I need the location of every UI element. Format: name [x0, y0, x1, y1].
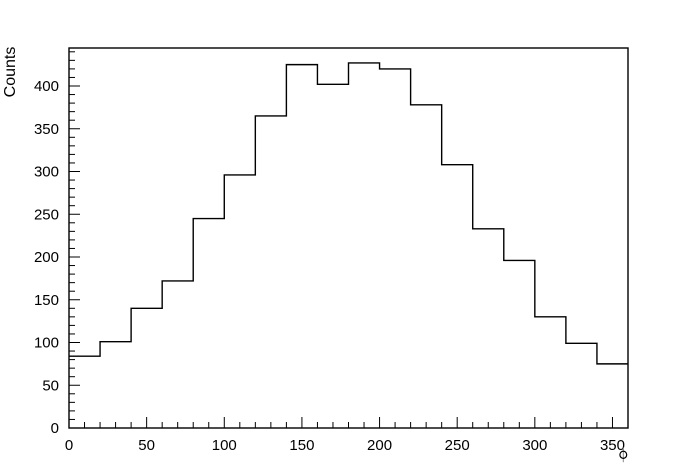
svg-text:300: 300 — [522, 437, 547, 454]
svg-text:100: 100 — [212, 437, 237, 454]
svg-text:350: 350 — [34, 121, 59, 138]
svg-text:0: 0 — [51, 420, 59, 437]
svg-text:300: 300 — [34, 164, 59, 181]
svg-text:50: 50 — [42, 377, 59, 394]
svg-text:50: 50 — [138, 437, 155, 454]
svg-text:150: 150 — [289, 437, 314, 454]
svg-text:Counts: Counts — [2, 47, 19, 98]
svg-text:200: 200 — [34, 249, 59, 266]
svg-text:250: 250 — [445, 437, 470, 454]
svg-text:100: 100 — [34, 335, 59, 352]
svg-text:400: 400 — [34, 78, 59, 95]
svg-text:250: 250 — [34, 206, 59, 223]
svg-text:150: 150 — [34, 292, 59, 309]
svg-text:200: 200 — [367, 437, 392, 454]
svg-text:0: 0 — [65, 437, 73, 454]
